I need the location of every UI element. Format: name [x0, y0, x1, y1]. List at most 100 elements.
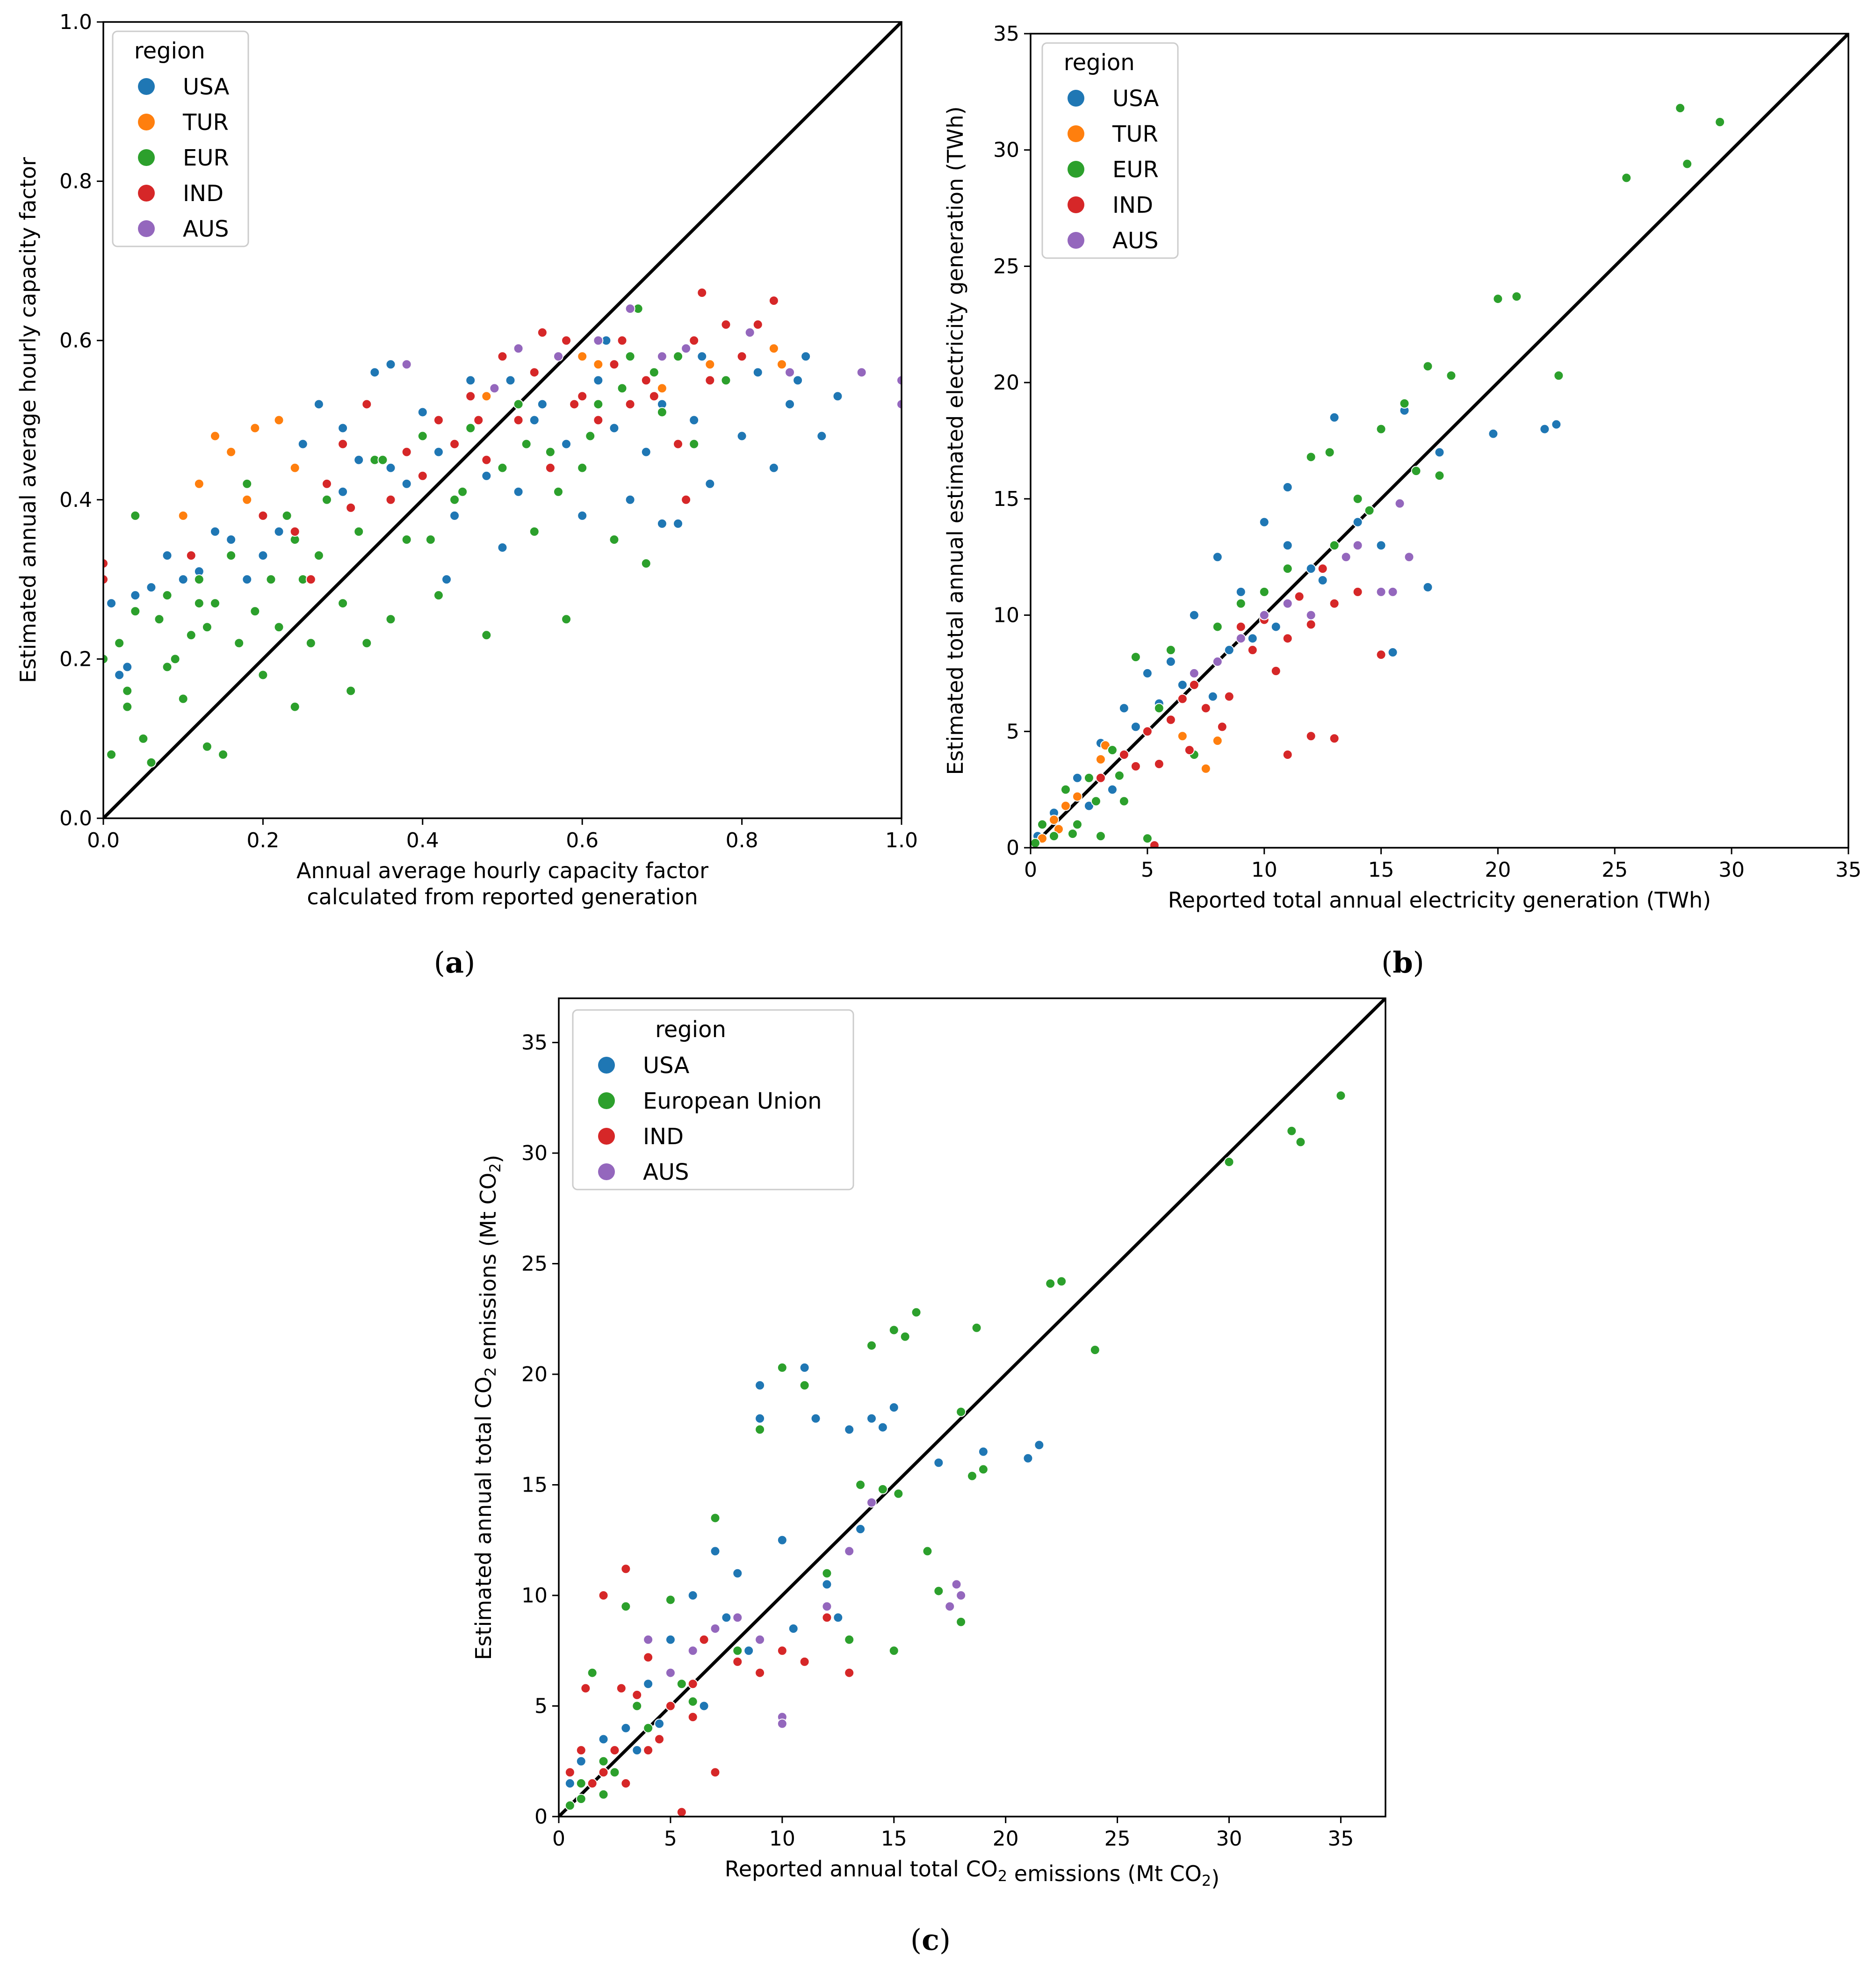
legend-label: IND — [643, 1124, 684, 1150]
point-eur — [1553, 370, 1564, 381]
point-european-union — [598, 1789, 609, 1800]
point-usa — [799, 1362, 810, 1373]
point-usa — [529, 415, 540, 426]
point-eur — [417, 431, 428, 441]
point-usa — [793, 375, 803, 386]
point-tur — [1212, 736, 1223, 746]
point-european-union — [632, 1701, 642, 1711]
point-tur — [250, 423, 260, 433]
point-european-union — [978, 1464, 989, 1475]
point-ind — [593, 415, 604, 426]
point-european-union — [576, 1778, 586, 1789]
point-aus — [1259, 610, 1270, 620]
point-usa — [313, 399, 324, 410]
point-usa — [1376, 540, 1386, 551]
point-usa — [385, 462, 396, 473]
point-aus — [625, 303, 635, 314]
point-usa — [226, 534, 237, 545]
point-ind — [577, 391, 588, 402]
point-usa — [1247, 633, 1258, 644]
point-usa — [178, 574, 188, 585]
point-usa — [481, 470, 492, 481]
point-eur — [1048, 831, 1059, 842]
point-european-union — [1335, 1090, 1346, 1101]
point-usa — [1282, 482, 1293, 492]
y-tick-label: 30 — [993, 138, 1019, 162]
point-eur — [1446, 370, 1457, 381]
point-eur — [377, 454, 388, 465]
point-ind — [1306, 731, 1316, 742]
point-eur — [649, 367, 659, 378]
point-tur — [1048, 815, 1059, 825]
point-usa — [810, 1413, 821, 1424]
legend-label: USA — [643, 1053, 689, 1079]
point-usa — [1118, 703, 1129, 714]
panel-caption: (a) — [434, 945, 476, 980]
point-ind — [1376, 649, 1386, 660]
point-european-union — [732, 1645, 743, 1656]
y-axis-label: Estimated annual average hourly capacity… — [15, 157, 41, 683]
point-eur — [258, 670, 268, 680]
legend-marker — [598, 1057, 615, 1074]
point-eur — [1031, 838, 1040, 848]
point-eur — [1037, 819, 1047, 830]
point-usa — [122, 662, 133, 672]
point-usa — [564, 1778, 575, 1789]
point-usa — [385, 359, 396, 370]
x-axis-label: Annual average hourly capacity factor — [296, 858, 708, 883]
point-usa — [513, 486, 524, 497]
point-ind — [768, 296, 779, 306]
point-usa — [673, 518, 684, 529]
point-ind — [1217, 721, 1227, 732]
point-tur — [194, 478, 204, 489]
point-ind — [1142, 726, 1153, 737]
point-eur — [1399, 398, 1410, 409]
point-european-union — [956, 1406, 967, 1417]
point-tur — [1072, 791, 1082, 802]
point-ind — [822, 1612, 832, 1623]
point-aus — [956, 1590, 967, 1601]
point-tur — [1100, 740, 1111, 751]
panel-caption: (c) — [910, 1923, 951, 1957]
point-usa — [1165, 656, 1176, 667]
point-eur — [1259, 586, 1270, 597]
point-aus — [1189, 668, 1199, 678]
point-usa — [832, 391, 843, 402]
point-ind — [580, 1683, 591, 1694]
point-usa — [1212, 552, 1223, 563]
point-european-union — [643, 1723, 654, 1733]
point-eur — [457, 486, 468, 497]
point-tur — [1200, 763, 1211, 774]
point-ind — [561, 335, 572, 346]
point-usa — [1107, 784, 1118, 795]
point-ind — [687, 1679, 698, 1689]
point-usa — [705, 478, 715, 489]
point-ind — [465, 391, 476, 402]
point-usa — [537, 399, 548, 410]
point-usa — [433, 447, 444, 457]
point-eur — [354, 526, 364, 537]
point-eur — [1060, 784, 1071, 795]
point-eur — [585, 431, 596, 441]
point-aus — [1341, 552, 1351, 563]
point-eur — [103, 654, 108, 664]
point-european-union — [866, 1340, 877, 1351]
point-eur — [170, 654, 180, 664]
point-usa — [1270, 621, 1281, 632]
legend-label: USA — [1112, 86, 1159, 112]
point-ind — [616, 1683, 627, 1694]
point-eur — [361, 638, 372, 649]
point-usa — [1072, 772, 1082, 783]
point-eur — [609, 534, 620, 545]
legend-marker — [138, 78, 155, 95]
point-usa — [274, 526, 284, 537]
point-ind — [736, 351, 747, 362]
point-eur — [114, 638, 125, 649]
x-tick-label: 0 — [1024, 858, 1037, 882]
point-ind — [752, 319, 763, 330]
point-ind — [641, 375, 651, 386]
point-european-union — [888, 1645, 899, 1656]
y-tick-label: 5 — [1006, 720, 1019, 743]
point-tur — [481, 391, 492, 402]
point-usa — [593, 375, 604, 386]
